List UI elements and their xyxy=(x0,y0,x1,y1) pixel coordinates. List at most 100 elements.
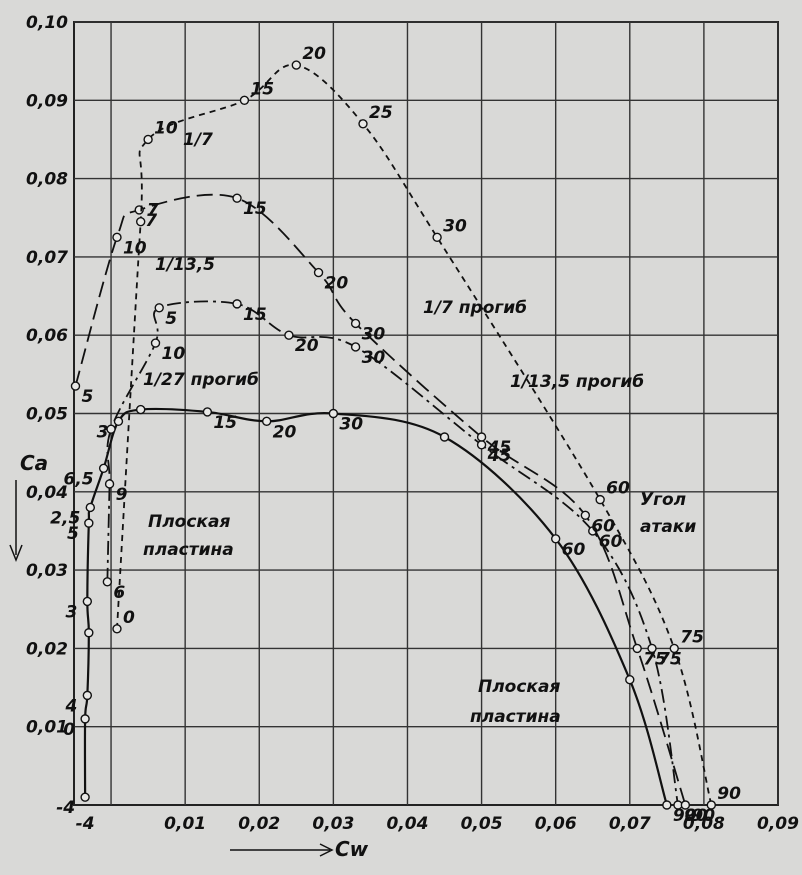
data-point xyxy=(680,800,691,810)
point-label: 90 xyxy=(673,806,697,826)
data-point xyxy=(313,267,324,278)
y-tick-label: 0,06 xyxy=(26,326,68,346)
y-tick-label: 0,07 xyxy=(26,248,68,268)
data-point xyxy=(706,800,717,810)
point-label: 5 xyxy=(81,387,93,407)
data-point xyxy=(80,792,90,802)
x-tick-label: 0,03 xyxy=(312,814,354,834)
data-point xyxy=(595,494,605,505)
x-axis-arrowhead xyxy=(319,843,334,857)
point-label: 5 xyxy=(67,524,79,544)
grid xyxy=(9,21,779,857)
data-point xyxy=(150,338,161,348)
point-label: 15 xyxy=(250,79,274,99)
y-axis-label: Ca xyxy=(20,451,48,475)
data-point xyxy=(647,643,657,654)
point-label: 25 xyxy=(369,103,393,123)
data-point xyxy=(328,408,339,419)
point-label: 20 xyxy=(325,274,349,294)
data-point xyxy=(112,232,122,243)
point-label: 90 xyxy=(691,806,715,826)
data-point xyxy=(70,381,81,391)
series-layer xyxy=(70,60,717,810)
data-point xyxy=(358,119,368,129)
point-label: 0 xyxy=(123,608,135,628)
y-tick-label: 0,03 xyxy=(26,561,68,581)
point-label: 15 xyxy=(243,305,267,325)
series-line-2 xyxy=(74,193,687,806)
series-line-3 xyxy=(116,63,713,806)
point-label: 75 xyxy=(680,627,704,647)
point-label: -4 xyxy=(56,798,75,818)
data-point xyxy=(98,463,109,474)
point-label: 75 xyxy=(658,649,682,669)
data-point xyxy=(85,502,96,513)
data-point xyxy=(112,624,122,634)
point-label: 90 xyxy=(717,784,741,804)
data-point xyxy=(625,675,635,685)
point-label: 20 xyxy=(302,44,326,64)
annotation-angle-top: Угол xyxy=(640,490,686,510)
x-tick-label: 0,07 xyxy=(609,814,651,834)
point-label: 10 xyxy=(162,344,186,364)
data-point xyxy=(350,342,361,352)
data-point xyxy=(669,643,679,654)
data-point xyxy=(232,299,242,309)
point-label: 7 xyxy=(147,201,159,221)
data-point xyxy=(476,440,487,450)
data-point xyxy=(632,643,642,654)
y-tick-label: 0,01 xyxy=(26,718,68,738)
point-label: 60 xyxy=(599,532,623,552)
annotation-angle-bottom: атаки xyxy=(640,517,696,537)
data-point xyxy=(261,416,272,427)
point-label: 2,5 xyxy=(50,508,80,528)
x-tick-label: 0,08 xyxy=(683,814,725,834)
data-point xyxy=(84,518,94,528)
data-point xyxy=(82,690,93,701)
data-point xyxy=(291,60,302,70)
point-label: 5 xyxy=(165,309,177,329)
data-point xyxy=(104,479,115,489)
y-tick-label: 0,10 xyxy=(26,13,68,33)
data-point xyxy=(135,216,146,227)
point-label: 45 xyxy=(487,438,512,458)
data-point xyxy=(135,404,146,415)
x-tick-label: 0,06 xyxy=(535,814,577,834)
data-point xyxy=(113,416,124,427)
x-tick-label: 0,05 xyxy=(461,814,503,834)
y-tick-label: 0,05 xyxy=(26,405,68,425)
x-tick-label: 0,09 xyxy=(757,814,799,834)
annotation-frac-7-right: 1/7 прогиб xyxy=(423,298,527,318)
annotation-plate-top: Плоская xyxy=(148,512,230,532)
point-label: 0 xyxy=(63,720,75,740)
data-point xyxy=(284,330,294,340)
annotation-plate-bottom: пластина xyxy=(143,540,234,560)
data-point xyxy=(80,714,90,724)
point-label: 6,5 xyxy=(64,469,94,489)
y-tick-label: 0,04 xyxy=(26,483,68,503)
data-point xyxy=(106,424,116,434)
point-label: 75 xyxy=(643,649,667,669)
point-label: 60 xyxy=(591,516,615,536)
x-axis-label: Cw xyxy=(335,837,369,861)
point-label: 3 xyxy=(97,422,109,442)
point-label: 15 xyxy=(243,199,267,219)
data-point xyxy=(84,628,94,638)
data-point xyxy=(232,193,242,203)
data-point xyxy=(580,510,591,520)
point-label: 30 xyxy=(362,324,386,344)
point-label: 90 xyxy=(684,806,708,826)
x-tick-label: -4 xyxy=(76,814,95,834)
data-point xyxy=(350,318,361,329)
annotation-frac-27: 1/27 прогиб xyxy=(143,370,259,390)
point-label: 20 xyxy=(295,336,319,356)
data-point xyxy=(202,407,213,417)
y-tick-label: 0,09 xyxy=(26,91,68,111)
data-point xyxy=(102,577,113,587)
annotation-frac-13-left: 1/13,5 xyxy=(155,255,215,275)
point-label: 45 xyxy=(487,446,512,466)
series-line-1 xyxy=(106,300,679,806)
x-tick-label: 0,01 xyxy=(164,814,206,834)
